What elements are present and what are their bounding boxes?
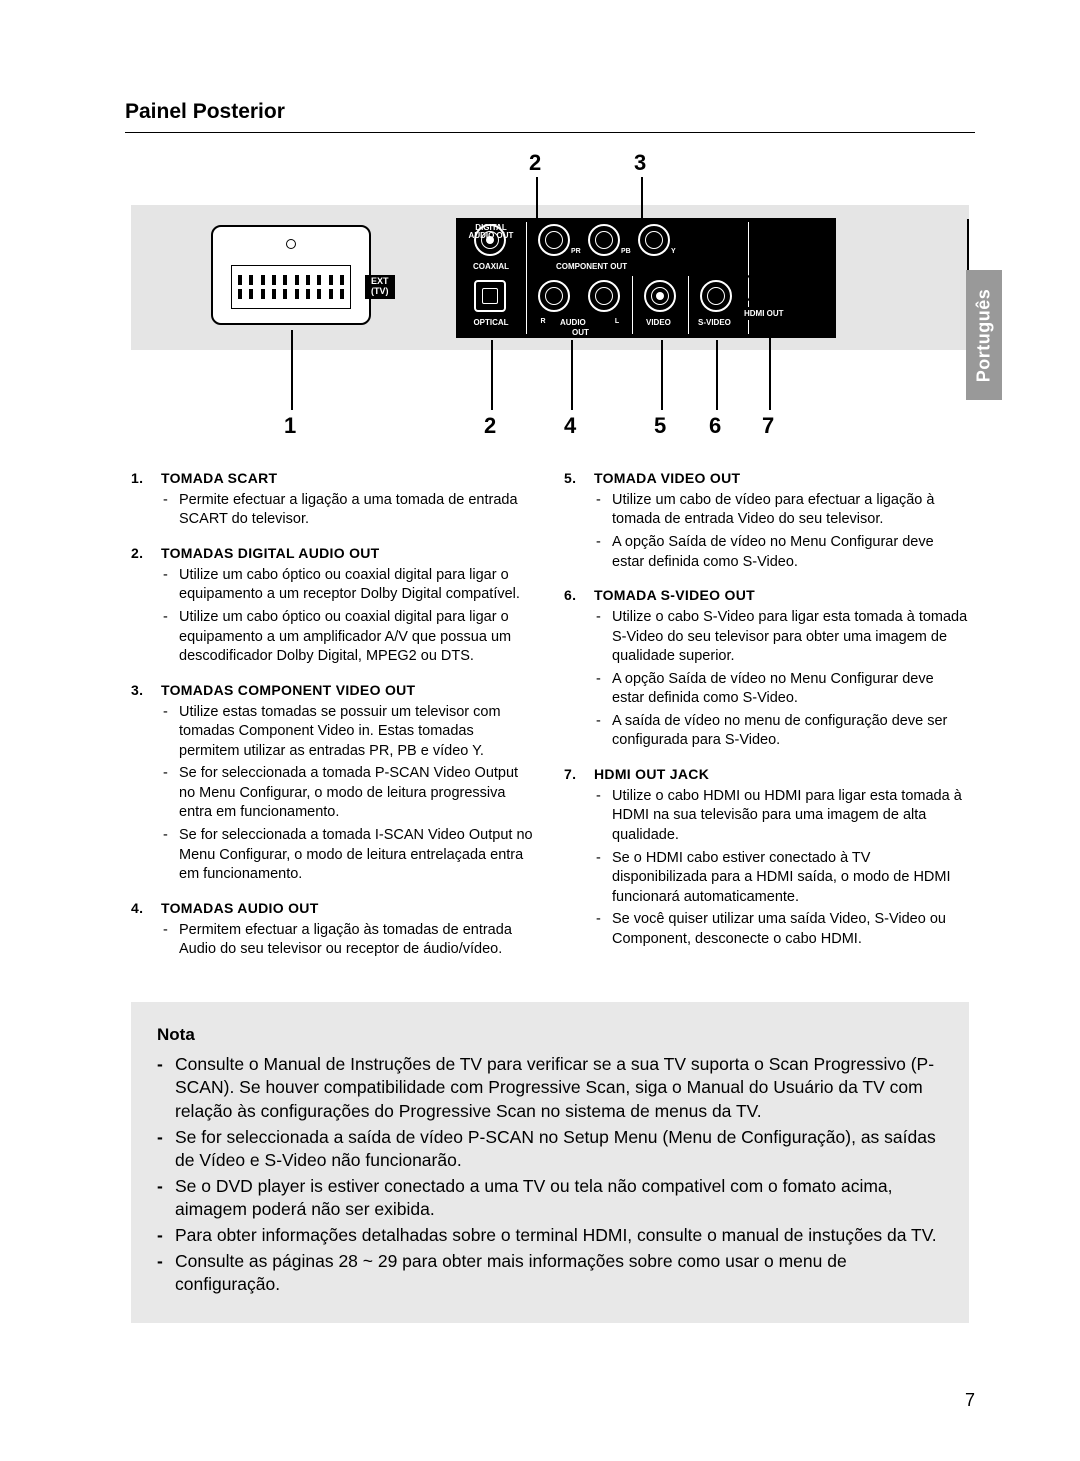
section-bullet: -Se você quiser utilizar uma saída Video… bbox=[596, 910, 969, 949]
scart-port bbox=[211, 225, 371, 325]
section-bullet: -A saída de vídeo no menu de configuraçã… bbox=[596, 712, 969, 751]
nota-box: Nota -Consulte o Manual de Instruções de… bbox=[131, 1002, 969, 1323]
section-number: 2. bbox=[131, 544, 151, 563]
section-bullet: -Se for seleccionada a tomada I-SCAN Vid… bbox=[163, 826, 536, 885]
section-number: 3. bbox=[131, 681, 151, 700]
nota-item: -Se o DVD player is estiver conectado a … bbox=[149, 1175, 951, 1222]
section-title: TOMADA S-VIDEO OUT bbox=[594, 586, 755, 605]
section-bullet: -Utilize estas tomadas se possuir um tel… bbox=[163, 703, 536, 762]
section-bullet: -A opção Saída de vídeo no Menu Configur… bbox=[596, 670, 969, 709]
nota-title: Nota bbox=[149, 1024, 951, 1047]
optical-port bbox=[474, 280, 506, 312]
nota-item: -Para obter informações detalhadas sobre… bbox=[149, 1224, 951, 1248]
callout-5: 5 bbox=[654, 413, 666, 439]
audio-r bbox=[538, 280, 570, 312]
section-number: 5. bbox=[564, 469, 584, 488]
nota-item: -Consulte o Manual de Instruções de TV p… bbox=[149, 1053, 951, 1124]
section-bullet: -Utilize um cabo óptico ou coaxial digit… bbox=[163, 566, 536, 605]
section-title: TOMADA VIDEO OUT bbox=[594, 469, 740, 488]
section-item: 2. TOMADAS DIGITAL AUDIO OUT -Utilize um c… bbox=[131, 544, 536, 667]
callout-2: 2 bbox=[484, 413, 496, 439]
hdmi-label: HDMI OUT bbox=[739, 307, 789, 320]
page-title: Painel Posterior bbox=[125, 100, 975, 124]
hdmi-port bbox=[746, 275, 794, 301]
section-item: 1. TOMADA SCART -Permite efectuar a ligaçã… bbox=[131, 469, 536, 530]
callout-7: 7 bbox=[762, 413, 774, 439]
section-bullet: -Utilize o cabo HDMI ou HDMI para ligar … bbox=[596, 787, 969, 846]
callout-4: 4 bbox=[564, 413, 576, 439]
page-number: 7 bbox=[965, 1390, 975, 1411]
section-title: TOMADA SCART bbox=[161, 469, 277, 488]
component-pr bbox=[538, 224, 570, 256]
section-number: 7. bbox=[564, 765, 584, 784]
section-bullet: -Se o HDMI cabo estiver conectado à TV d… bbox=[596, 849, 969, 908]
callout-2-top: 2 bbox=[529, 150, 541, 176]
section-item: 7. HDMI OUT JACK -Utilize o cabo HDMI ou H… bbox=[564, 765, 969, 949]
coaxial-port bbox=[474, 224, 506, 256]
language-tab: Português bbox=[966, 270, 1002, 400]
nota-item: -Consulte as páginas 28 ~ 29 para obter … bbox=[149, 1250, 951, 1297]
audio-l bbox=[588, 280, 620, 312]
section-title: TOMADAS COMPONENT VIDEO OUT bbox=[161, 681, 415, 700]
ext-tv-label: EXT (TV) bbox=[365, 275, 395, 299]
callout-6: 6 bbox=[709, 413, 721, 439]
section-bullet: -Utilize o cabo S-Video para ligar esta … bbox=[596, 608, 969, 667]
section-bullet: -Se for seleccionada a tomada P-SCAN Vid… bbox=[163, 764, 536, 823]
svideo-port bbox=[700, 280, 732, 312]
title-rule bbox=[125, 132, 975, 133]
section-number: 4. bbox=[131, 899, 151, 918]
section-title: HDMI OUT JACK bbox=[594, 765, 709, 784]
nota-item: -Se for seleccionada a saída de vídeo P-… bbox=[149, 1126, 951, 1173]
section-title: TOMADAS AUDIO OUT bbox=[161, 899, 319, 918]
section-number: 6. bbox=[564, 586, 584, 605]
right-column: 5. TOMADA VIDEO OUT -Utilize um cabo de ví… bbox=[564, 469, 969, 974]
left-column: 1. TOMADA SCART -Permite efectuar a ligaçã… bbox=[131, 469, 536, 974]
callout-3-top: 3 bbox=[634, 150, 646, 176]
section-item: 6. TOMADA S-VIDEO OUT -Utilize o cabo S-Vi… bbox=[564, 586, 969, 751]
section-bullet: -Utilize um cabo óptico ou coaxial digit… bbox=[163, 608, 536, 667]
component-y bbox=[638, 224, 670, 256]
video-port bbox=[644, 280, 676, 312]
section-item: 3. TOMADAS COMPONENT VIDEO OUT -Utilize es… bbox=[131, 681, 536, 885]
section-title: TOMADAS DIGITAL AUDIO OUT bbox=[161, 544, 380, 563]
callout-1: 1 bbox=[284, 413, 296, 439]
content-columns: 1. TOMADA SCART -Permite efectuar a ligaçã… bbox=[131, 469, 969, 974]
section-bullet: -Permitem efectuar a ligação às tomadas … bbox=[163, 921, 536, 960]
section-bullet: -Permite efectuar a ligação a uma tomada… bbox=[163, 491, 536, 530]
rear-panel-diagram: EXT (TV) DIGITAL AUDIO OUT COAXIAL OPTIC… bbox=[131, 155, 969, 445]
section-item: 5. TOMADA VIDEO OUT -Utilize um cabo de ví… bbox=[564, 469, 969, 572]
section-item: 4. TOMADAS AUDIO OUT -Permitem efectuar a … bbox=[131, 899, 536, 960]
section-bullet: -Utilize um cabo de vídeo para efectuar … bbox=[596, 491, 969, 530]
component-pb bbox=[588, 224, 620, 256]
section-bullet: -A opção Saída de vídeo no Menu Configur… bbox=[596, 533, 969, 572]
section-number: 1. bbox=[131, 469, 151, 488]
